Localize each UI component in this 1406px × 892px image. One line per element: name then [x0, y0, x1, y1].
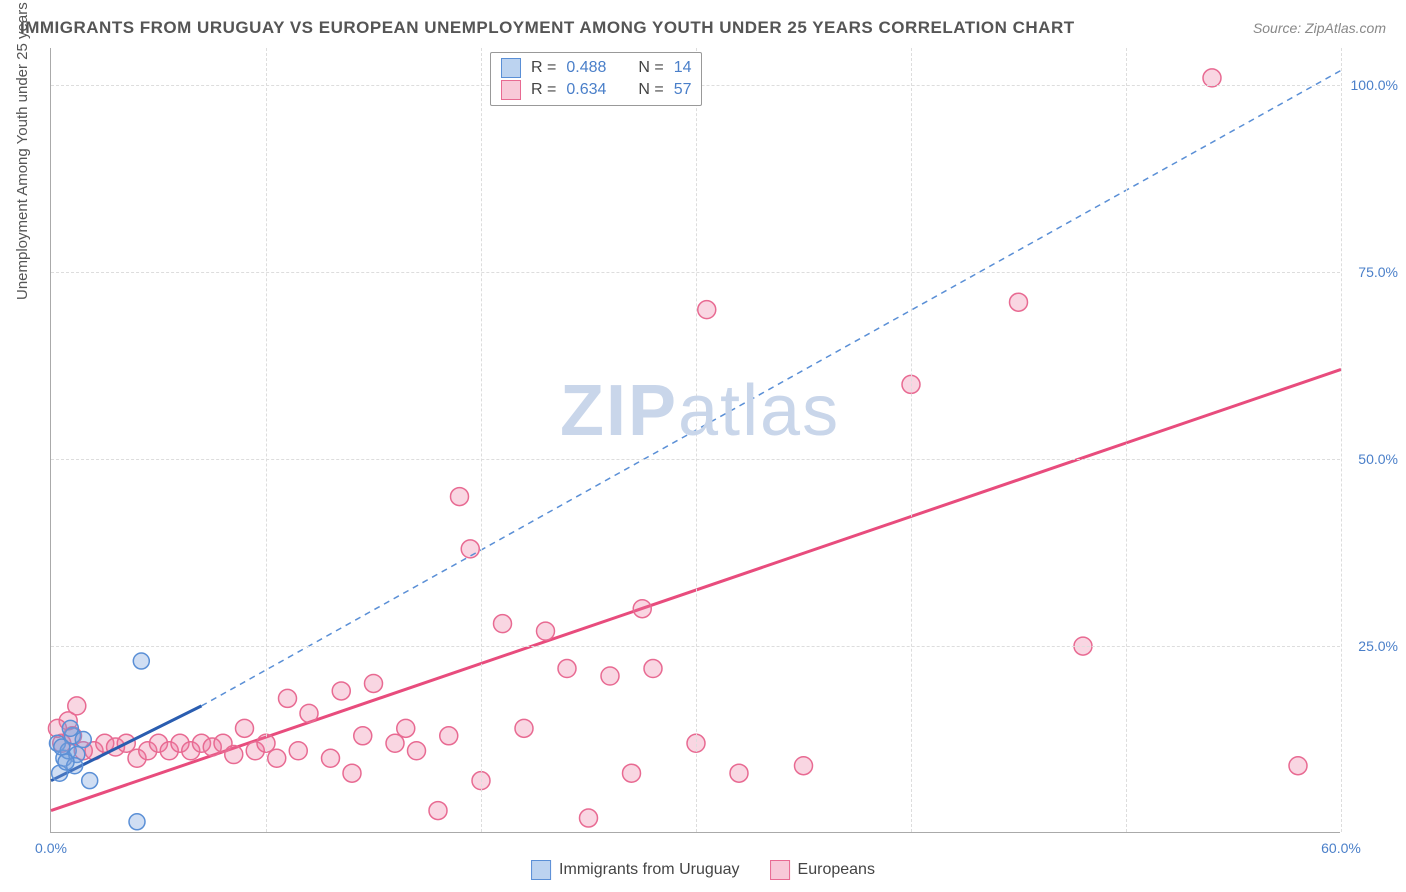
n-label: N = [638, 81, 663, 99]
chart-container: IMMIGRANTS FROM URUGUAY VS EUROPEAN UNEM… [0, 0, 1406, 892]
scatter-point [451, 488, 469, 506]
scatter-point [494, 615, 512, 633]
legend-correlation: R = 0.488 N = 14 R = 0.634 N = 57 [490, 52, 702, 106]
swatch-pink-icon [501, 80, 521, 100]
scatter-point [1203, 69, 1221, 87]
legend-label-europeans: Europeans [798, 861, 875, 879]
scatter-point [580, 809, 598, 827]
scatter-point [730, 764, 748, 782]
gridline-v [266, 48, 267, 832]
legend-item-uruguay: Immigrants from Uruguay [531, 860, 740, 880]
scatter-point [1010, 293, 1028, 311]
scatter-point [225, 746, 243, 764]
scatter-point [633, 600, 651, 618]
swatch-blue-icon [501, 58, 521, 78]
scatter-point [429, 802, 447, 820]
r-value-uruguay: 0.488 [566, 59, 620, 77]
scatter-point [289, 742, 307, 760]
n-label: N = [638, 59, 663, 77]
scatter-point [397, 719, 415, 737]
scatter-point [236, 719, 254, 737]
r-value-europeans: 0.634 [566, 81, 620, 99]
scatter-point [62, 720, 78, 736]
scatter-point [601, 667, 619, 685]
scatter-point [129, 814, 145, 830]
gridline-v [1341, 48, 1342, 832]
legend-row-europeans: R = 0.634 N = 57 [501, 79, 691, 101]
source-label: Source: [1253, 20, 1301, 36]
scatter-point [300, 704, 318, 722]
scatter-point [279, 689, 297, 707]
swatch-blue-icon [531, 860, 551, 880]
scatter-point [795, 757, 813, 775]
scatter-point [354, 727, 372, 745]
gridline-v [696, 48, 697, 832]
scatter-point [623, 764, 641, 782]
source-value: ZipAtlas.com [1305, 20, 1386, 36]
legend-series: Immigrants from Uruguay Europeans [531, 860, 875, 880]
scatter-point [408, 742, 426, 760]
x-tick-label: 60.0% [1321, 840, 1361, 856]
scatter-point [365, 674, 383, 692]
scatter-point [332, 682, 350, 700]
scatter-point [82, 773, 98, 789]
scatter-point [537, 622, 555, 640]
y-tick-label: 100.0% [1351, 77, 1398, 93]
plot-area: 25.0%50.0%75.0%100.0%0.0%60.0% [50, 48, 1340, 833]
y-axis-title: Unemployment Among Youth under 25 years [14, 2, 31, 300]
swatch-pink-icon [770, 860, 790, 880]
n-value-europeans: 57 [674, 81, 692, 99]
r-label: R = [531, 59, 556, 77]
legend-item-europeans: Europeans [770, 860, 875, 880]
scatter-point [440, 727, 458, 745]
x-tick-label: 0.0% [35, 840, 67, 856]
scatter-point [58, 754, 74, 770]
source-attribution: Source: ZipAtlas.com [1253, 20, 1386, 36]
scatter-point [322, 749, 340, 767]
gridline-v [481, 48, 482, 832]
gridline-v [1126, 48, 1127, 832]
r-label: R = [531, 81, 556, 99]
scatter-point [343, 764, 361, 782]
scatter-point [133, 653, 149, 669]
y-tick-label: 75.0% [1358, 264, 1398, 280]
legend-label-uruguay: Immigrants from Uruguay [559, 861, 740, 879]
n-value-uruguay: 14 [674, 59, 692, 77]
scatter-point [515, 719, 533, 737]
gridline-v [911, 48, 912, 832]
scatter-point [75, 732, 91, 748]
scatter-point [68, 697, 86, 715]
scatter-point [54, 739, 70, 755]
trend-line-extended [202, 70, 1342, 705]
scatter-point [644, 660, 662, 678]
chart-title: IMMIGRANTS FROM URUGUAY VS EUROPEAN UNEM… [20, 18, 1075, 38]
y-tick-label: 25.0% [1358, 638, 1398, 654]
legend-row-uruguay: R = 0.488 N = 14 [501, 57, 691, 79]
scatter-point [1289, 757, 1307, 775]
scatter-point [558, 660, 576, 678]
scatter-point [268, 749, 286, 767]
y-tick-label: 50.0% [1358, 451, 1398, 467]
scatter-point [698, 301, 716, 319]
